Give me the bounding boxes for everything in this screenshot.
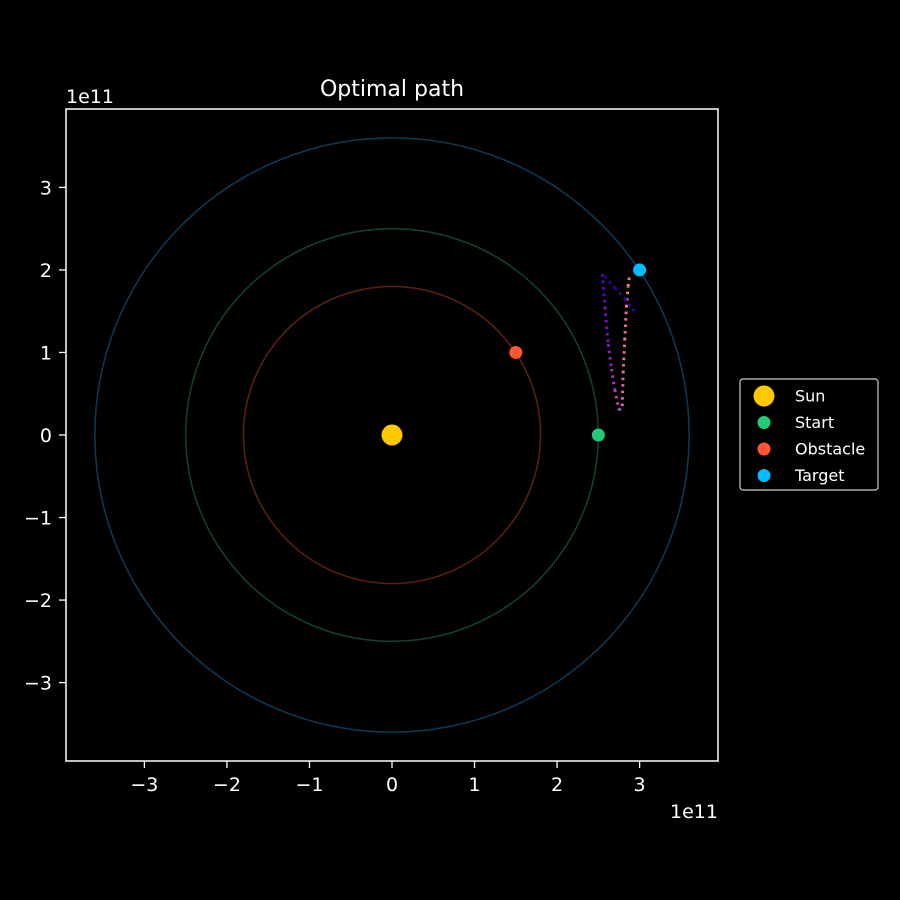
path-1-segment-2 (623, 307, 628, 341)
y-tick-label-2: −1 (24, 508, 52, 530)
x-tick-label-5: 2 (551, 774, 563, 796)
path-0-segment-5 (617, 405, 624, 412)
x-axis-offset-label: 1e11 (670, 801, 718, 823)
path-2-segment-1 (613, 287, 626, 300)
orbit-rings (94, 137, 690, 733)
point-obstacle (509, 345, 523, 359)
trajectory-paths (600, 273, 637, 412)
path-2-segment-0 (603, 275, 616, 290)
legend-label-sun: Sun (795, 387, 825, 406)
y-axis-ticks: −3 −2 −1 0 1 2 3 (24, 177, 66, 695)
legend-box (739, 378, 879, 491)
path-2-segment-2 (623, 297, 637, 314)
x-tick-label-2: −1 (295, 774, 323, 796)
legend-label-start: Start (795, 413, 834, 432)
y-tick-label-6: 3 (40, 177, 52, 199)
point-sun (381, 424, 403, 446)
legend-marker-sun (753, 385, 775, 407)
path-1-segment-4 (626, 273, 632, 287)
x-tick-label-1: −2 (213, 774, 241, 796)
x-tick-label-3: 0 (386, 774, 398, 796)
y-tick-label-3: 0 (40, 425, 52, 447)
y-axis-offset-label: 1e11 (66, 86, 114, 108)
legend-marker-obstacle (757, 442, 771, 456)
orbit-ring-0 (242, 285, 542, 585)
path-0-segment-2 (606, 344, 614, 370)
legend-marker-target (757, 469, 771, 482)
body-markers (381, 263, 647, 446)
x-axis-ticks: −3 −2 −1 0 1 2 3 (130, 761, 646, 796)
legend-marker-start (757, 416, 771, 429)
y-tick-label-1: −2 (24, 590, 52, 612)
y-tick-label-4: 1 (40, 342, 52, 364)
x-tick-label-4: 1 (468, 774, 480, 796)
chart-title: Optimal path (320, 77, 464, 102)
x-tick-label-0: −3 (130, 774, 158, 796)
legend: Sun Start Obstacle Target (739, 378, 879, 491)
orbit-ring-2 (94, 137, 690, 733)
path-1-segment-0 (620, 373, 625, 407)
path-0-segment-0 (600, 273, 607, 308)
legend-label-obstacle: Obstacle (795, 440, 865, 459)
y-tick-label-0: −3 (24, 673, 52, 695)
legend-label-target: Target (794, 466, 845, 485)
point-start (591, 428, 605, 442)
y-tick-label-5: 2 (40, 260, 52, 282)
x-tick-label-6: 3 (634, 774, 646, 796)
point-target (633, 263, 647, 277)
path-1-segment-1 (621, 340, 627, 374)
